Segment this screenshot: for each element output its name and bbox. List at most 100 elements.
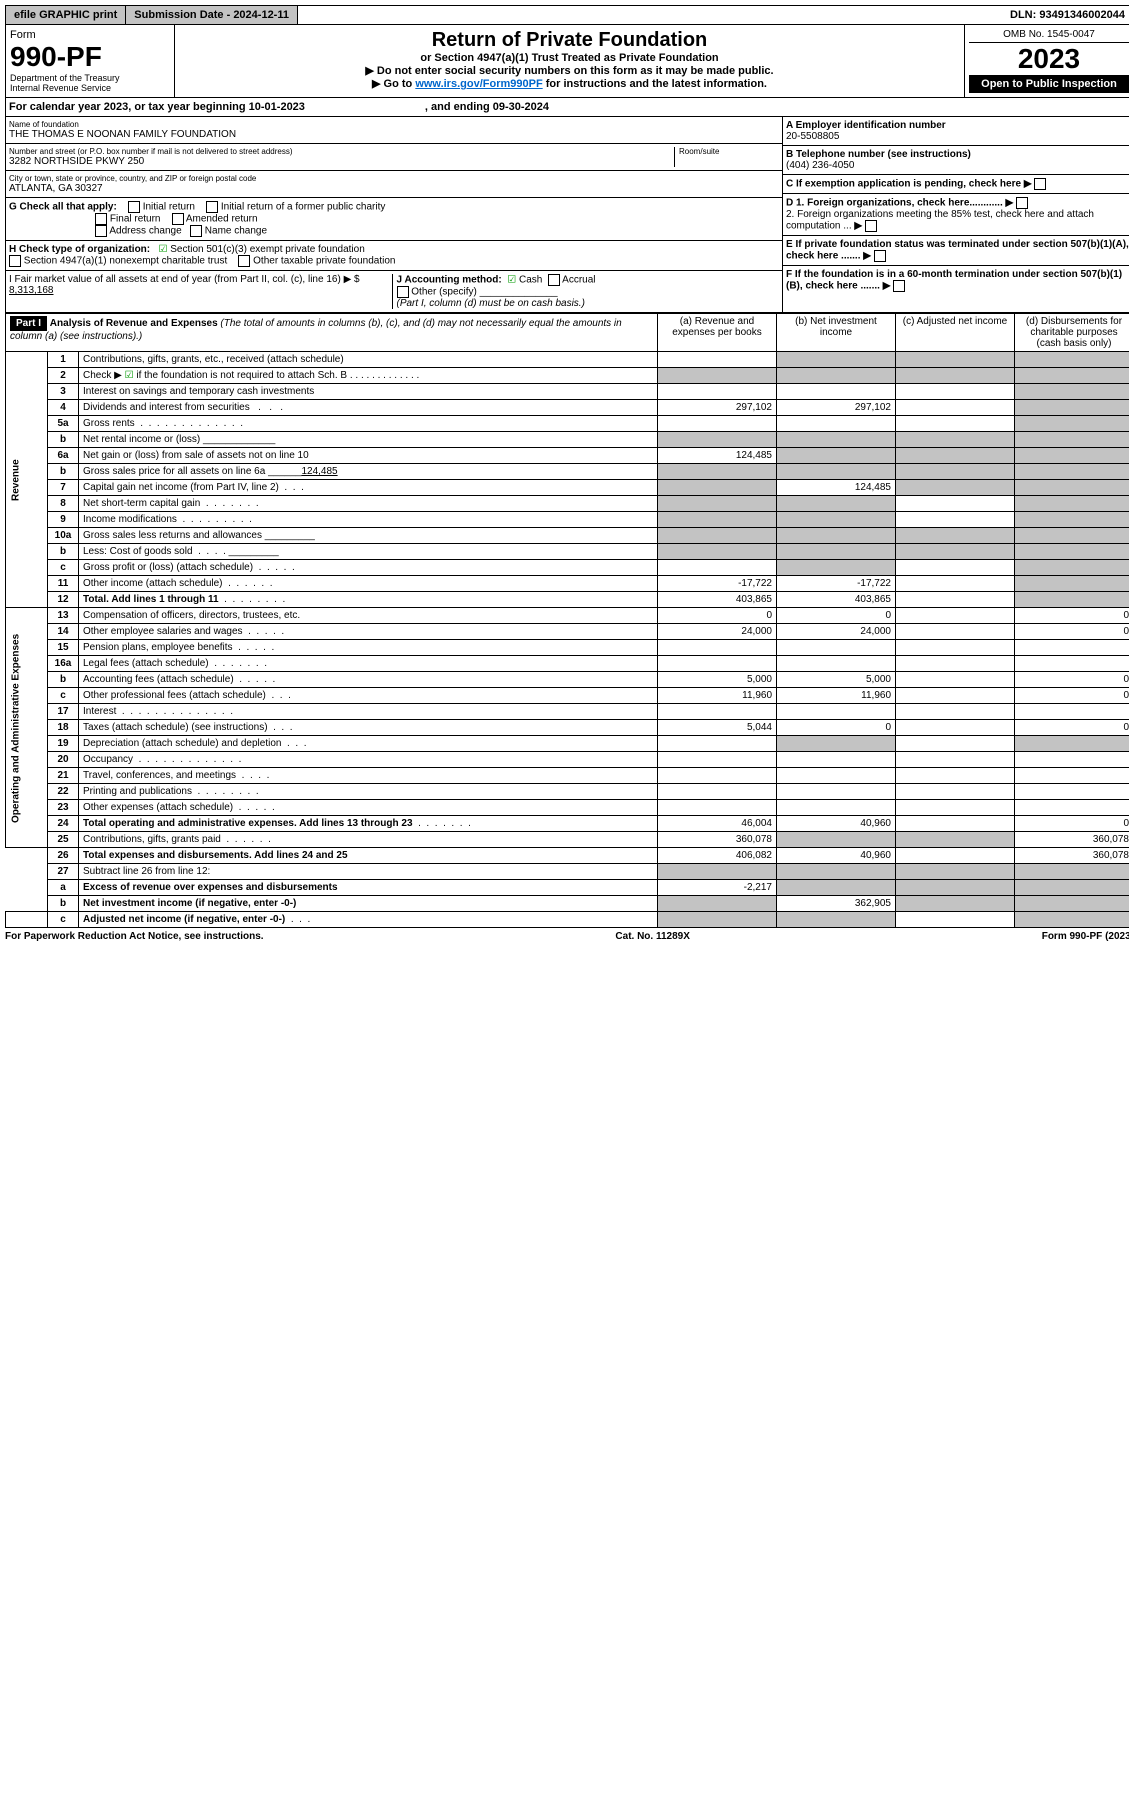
dept-label: Department of the Treasury xyxy=(10,73,170,83)
line-26: Total expenses and disbursements. Add li… xyxy=(79,848,658,864)
501c3-check-icon: ☑ xyxy=(158,244,167,255)
subtitle-3: ▶ Go to www.irs.gov/Form990PF for instru… xyxy=(179,77,960,90)
subtitle-2: ▶ Do not enter social security numbers o… xyxy=(179,64,960,77)
cat-number: Cat. No. 11289X xyxy=(615,931,689,942)
line-22: Printing and publications . . . . . . . … xyxy=(79,784,658,800)
4947-checkbox[interactable] xyxy=(9,255,21,267)
line-15: Pension plans, employee benefits . . . .… xyxy=(79,640,658,656)
c-label: C If exemption application is pending, c… xyxy=(786,179,1021,190)
revenue-section: Revenue xyxy=(6,352,48,608)
irs-link[interactable]: www.irs.gov/Form990PF xyxy=(415,78,542,90)
line-21: Travel, conferences, and meetings . . . … xyxy=(79,768,658,784)
d1-label: D 1. Foreign organizations, check here..… xyxy=(786,198,1003,209)
line-13: Compensation of officers, directors, tru… xyxy=(79,608,658,624)
top-bar: efile GRAPHIC print Submission Date - 20… xyxy=(5,5,1129,25)
i-label: I Fair market value of all assets at end… xyxy=(9,274,360,285)
ein-value: 20-5508805 xyxy=(786,131,839,142)
form-header: Form 990-PF Department of the Treasury I… xyxy=(5,25,1129,98)
line-19: Depreciation (attach schedule) and deple… xyxy=(79,736,658,752)
col-a-header: (a) Revenue and expenses per books xyxy=(658,314,777,352)
subtitle-1: or Section 4947(a)(1) Trust Treated as P… xyxy=(179,52,960,64)
form-footer: Form 990-PF (2023) xyxy=(1042,931,1129,942)
info-section: Name of foundation THE THOMAS E NOONAN F… xyxy=(5,117,1129,313)
city-state-zip: ATLANTA, GA 30327 xyxy=(9,183,779,194)
cash-basis-note: (Part I, column (d) must be on cash basi… xyxy=(397,298,585,309)
form-label: Form xyxy=(10,29,170,41)
part1-label: Part I xyxy=(10,316,47,331)
e-label: E If private foundation status was termi… xyxy=(786,239,1129,262)
efile-label[interactable]: efile GRAPHIC print xyxy=(6,6,126,24)
line-27c: Adjusted net income (if negative, enter … xyxy=(79,912,658,928)
h-label: H Check type of organization: xyxy=(9,244,150,255)
line-24: Total operating and administrative expen… xyxy=(79,816,658,832)
omb-number: OMB No. 1545-0047 xyxy=(969,29,1129,43)
room-label: Room/suite xyxy=(679,147,779,156)
line-23: Other expenses (attach schedule) . . . .… xyxy=(79,800,658,816)
line-3: Interest on savings and temporary cash i… xyxy=(79,384,658,400)
name-label: Name of foundation xyxy=(9,120,779,129)
city-label: City or town, state or province, country… xyxy=(9,174,779,183)
calendar-year: For calendar year 2023, or tax year begi… xyxy=(5,98,1129,117)
name-change-checkbox[interactable] xyxy=(190,225,202,237)
col-d-header: (d) Disbursements for charitable purpose… xyxy=(1015,314,1129,352)
fmv-value: 8,313,168 xyxy=(9,285,54,296)
address-change-checkbox[interactable] xyxy=(95,225,107,237)
line-7: Capital gain net income (from Part IV, l… xyxy=(79,480,658,496)
line-18: Taxes (attach schedule) (see instruction… xyxy=(79,720,658,736)
dln: DLN: 93491346002044 xyxy=(1002,6,1129,24)
other-taxable-checkbox[interactable] xyxy=(238,255,250,267)
form-title: Return of Private Foundation xyxy=(179,29,960,52)
line-1: Contributions, gifts, grants, etc., rece… xyxy=(79,352,658,368)
d2-label: 2. Foreign organizations meeting the 85%… xyxy=(786,209,1094,232)
final-return-checkbox[interactable] xyxy=(95,213,107,225)
e-checkbox[interactable] xyxy=(874,250,886,262)
f-checkbox[interactable] xyxy=(893,280,905,292)
line-14: Other employee salaries and wages . . . … xyxy=(79,624,658,640)
line-10b: Less: Cost of goods sold . . . . _______… xyxy=(79,544,658,560)
line-20: Occupancy . . . . . . . . . . . . . xyxy=(79,752,658,768)
foundation-name: THE THOMAS E NOONAN FAMILY FOUNDATION xyxy=(9,129,779,140)
d2-checkbox[interactable] xyxy=(865,220,877,232)
tax-year: 2023 xyxy=(969,43,1129,75)
line-10a: Gross sales less returns and allowances … xyxy=(79,528,658,544)
line-27b: Net investment income (if negative, ente… xyxy=(79,896,658,912)
line-27a: Excess of revenue over expenses and disb… xyxy=(79,880,658,896)
initial-former-checkbox[interactable] xyxy=(206,201,218,213)
initial-return-checkbox[interactable] xyxy=(128,201,140,213)
line-11: Other income (attach schedule) . . . . .… xyxy=(79,576,658,592)
other-method-checkbox[interactable] xyxy=(397,286,409,298)
part1-title: Analysis of Revenue and Expenses xyxy=(50,318,218,329)
line-16a: Legal fees (attach schedule) . . . . . .… xyxy=(79,656,658,672)
accrual-checkbox[interactable] xyxy=(548,274,560,286)
paperwork-notice: For Paperwork Reduction Act Notice, see … xyxy=(5,931,264,942)
line-10c: Gross profit or (loss) (attach schedule)… xyxy=(79,560,658,576)
irs-label: Internal Revenue Service xyxy=(10,83,170,93)
g-label: G Check all that apply: xyxy=(9,202,117,213)
line-25: Contributions, gifts, grants paid . . . … xyxy=(79,832,658,848)
c-checkbox[interactable] xyxy=(1034,178,1046,190)
line-5a: Gross rents . . . . . . . . . . . . . xyxy=(79,416,658,432)
tel-value: (404) 236-4050 xyxy=(786,160,854,171)
line-8: Net short-term capital gain . . . . . . … xyxy=(79,496,658,512)
street-address: 3282 NORTHSIDE PKWY 250 xyxy=(9,156,674,167)
form-number: 990-PF xyxy=(10,41,170,73)
cash-check-icon: ☑ xyxy=(507,275,516,286)
page-footer: For Paperwork Reduction Act Notice, see … xyxy=(5,928,1129,942)
line-27: Subtract line 26 from line 12: xyxy=(79,864,658,880)
amended-return-checkbox[interactable] xyxy=(172,213,184,225)
expenses-section: Operating and Administrative Expenses xyxy=(6,608,48,848)
line-5b: Net rental income or (loss) ____________… xyxy=(79,432,658,448)
col-c-header: (c) Adjusted net income xyxy=(896,314,1015,352)
line-6a: Net gain or (loss) from sale of assets n… xyxy=(79,448,658,464)
line-6b: Gross sales price for all assets on line… xyxy=(79,464,658,480)
f-label: F If the foundation is in a 60-month ter… xyxy=(786,269,1122,292)
d1-checkbox[interactable] xyxy=(1016,197,1028,209)
line-17: Interest . . . . . . . . . . . . . . xyxy=(79,704,658,720)
line-9: Income modifications . . . . . . . . . xyxy=(79,512,658,528)
open-public: Open to Public Inspection xyxy=(969,75,1129,93)
addr-label: Number and street (or P.O. box number if… xyxy=(9,147,674,156)
col-b-header: (b) Net investment income xyxy=(777,314,896,352)
part1-table: Part I Analysis of Revenue and Expenses … xyxy=(5,313,1129,928)
submission-date: Submission Date - 2024-12-11 xyxy=(126,6,298,24)
line-12: Total. Add lines 1 through 11 . . . . . … xyxy=(79,592,658,608)
